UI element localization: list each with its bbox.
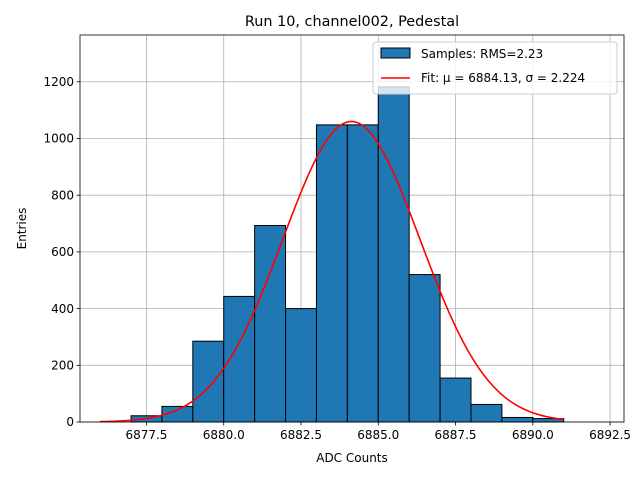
histogram-bar — [223, 295, 256, 423]
y-axis: 0 200 400 600 800 1000 1200 — [43, 75, 80, 429]
y-tick-label: 800 — [51, 188, 74, 202]
chart-title: Run 10, channel002, Pedestal — [245, 14, 459, 30]
histogram-bar — [501, 416, 534, 423]
y-tick-label: 1000 — [43, 132, 74, 146]
y-tick-label: 0 — [66, 415, 74, 429]
y-tick-label: 600 — [51, 245, 74, 259]
fit-curve-group — [100, 120, 564, 423]
y-tick-label: 200 — [51, 358, 74, 372]
x-axis-label: ADC Counts — [316, 451, 388, 465]
legend-histogram-swatch — [380, 47, 411, 59]
legend-box — [372, 41, 618, 95]
histogram-bars — [130, 86, 565, 423]
histogram-bar — [408, 274, 441, 423]
histogram-bar — [254, 225, 287, 423]
y-axis-label: Entries — [15, 208, 29, 250]
x-tick-label: 6880.0 — [203, 428, 245, 442]
histogram-bar — [346, 124, 379, 423]
y-tick-label: 1200 — [43, 75, 74, 89]
x-tick-label: 6892.5 — [589, 428, 631, 442]
histogram-bar — [377, 86, 410, 423]
x-tick-label: 6882.5 — [280, 428, 322, 442]
histogram-bar — [470, 403, 503, 423]
histogram-bar — [315, 124, 348, 423]
legend-fit-label: Fit: μ = 6884.13, σ = 2.224 — [421, 71, 585, 85]
legend-histogram-label: Samples: RMS=2.23 — [421, 47, 543, 61]
y-tick-label: 400 — [51, 302, 74, 316]
x-tick-label: 6885.0 — [357, 428, 399, 442]
histogram-bar — [192, 340, 225, 423]
fit-curve — [100, 120, 564, 423]
x-axis: 6877.5 6880.0 6882.5 6885.0 6887.5 6890.0 6892… — [125, 422, 631, 442]
x-tick-label: 6877.5 — [125, 428, 167, 442]
plot-frame — [79, 34, 625, 423]
legend: Samples: RMS=2.23 Fit: μ = 6884.13, σ = … — [372, 41, 618, 95]
x-tick-label: 6890.0 — [512, 428, 554, 442]
histogram-bar — [285, 308, 317, 423]
histogram-bar — [439, 377, 472, 423]
x-tick-label: 6887.5 — [435, 428, 477, 442]
